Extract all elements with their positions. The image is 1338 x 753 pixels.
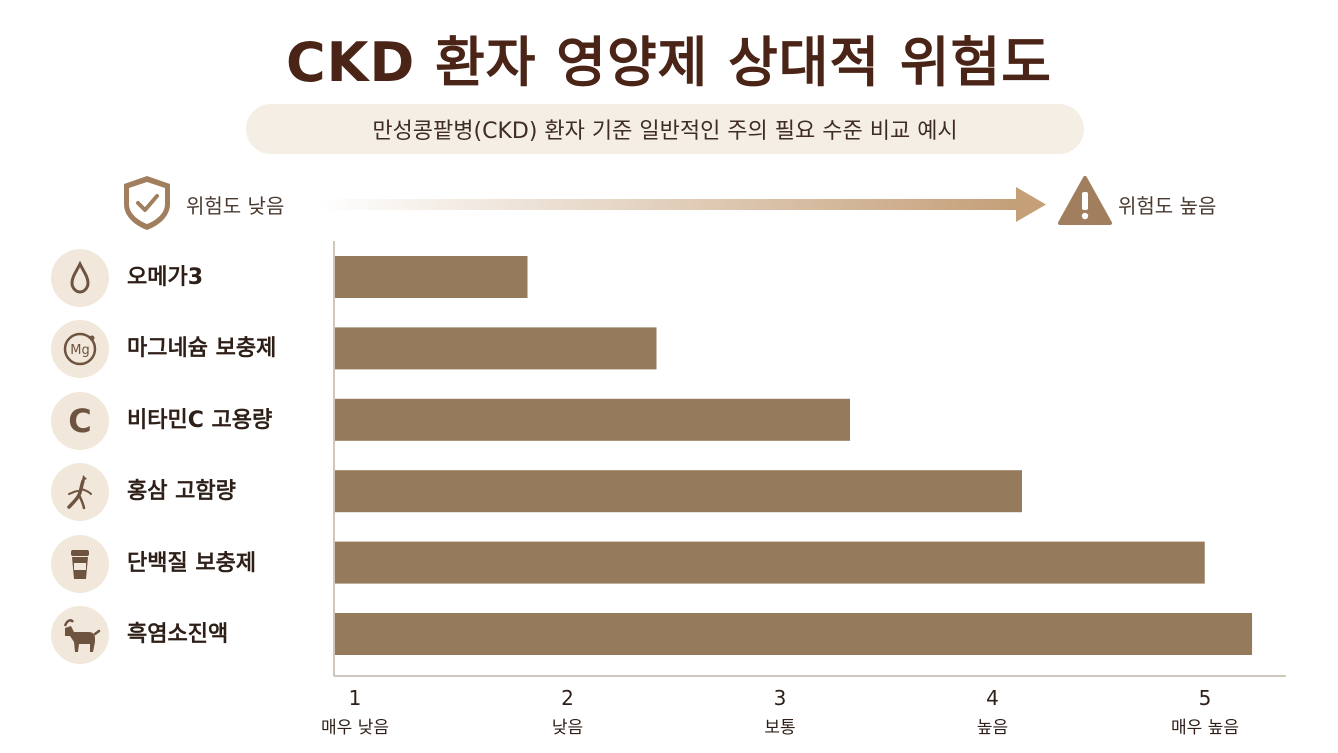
x-tick-number-5: 5 bbox=[1199, 686, 1212, 710]
x-tick-label-5: 매우 높음 bbox=[1171, 718, 1239, 738]
x-tick-number-4: 4 bbox=[986, 686, 999, 710]
category-label-protein: 단백질 보충제 bbox=[127, 551, 257, 576]
bar-3 bbox=[335, 398, 850, 441]
x-tick-label-1: 매우 낮음 bbox=[321, 718, 389, 738]
water-drop-icon bbox=[51, 249, 109, 307]
bar-5 bbox=[335, 541, 1205, 584]
x-tick-number-1: 1 bbox=[349, 686, 362, 710]
warning-triangle-icon bbox=[1058, 176, 1112, 225]
ginseng-root-icon bbox=[51, 463, 109, 521]
goat-icon bbox=[51, 606, 109, 664]
x-tick-label-2: 낮음 bbox=[552, 718, 583, 738]
magnesium-icon: Mg bbox=[51, 320, 109, 378]
chart-title: CKD 환자 영양제 상대적 위험도 bbox=[286, 31, 1052, 94]
x-tick-label-4: 높음 bbox=[977, 718, 1008, 738]
category-label-red-ginseng: 홍삼 고함량 bbox=[127, 479, 236, 504]
vitamin-c-icon: C bbox=[51, 392, 109, 450]
x-tick-number-2: 2 bbox=[561, 686, 574, 710]
category-label-black-goat: 흑염소진액 bbox=[127, 622, 229, 647]
bar-4 bbox=[335, 470, 1022, 513]
risk-scale-arrow bbox=[124, 176, 1112, 230]
chart-subtitle: 만성콩팥병(CKD) 환자 기준 일반적인 주의 필요 수준 비교 예시 bbox=[372, 119, 958, 144]
shield-check-icon bbox=[124, 176, 170, 230]
x-tick-label-3: 보통 bbox=[764, 718, 795, 738]
bar-6 bbox=[335, 613, 1253, 655]
bar-1 bbox=[335, 256, 528, 298]
subtitle-pill: 만성콩팥병(CKD) 환자 기준 일반적인 주의 필요 수준 비교 예시 bbox=[246, 104, 1084, 154]
category-label-vitamin-c: 비타민C 고용량 bbox=[127, 408, 273, 433]
x-tick-number-3: 3 bbox=[774, 686, 787, 710]
vitamin-c-icon-text: C bbox=[68, 402, 91, 440]
protein-cup-icon bbox=[51, 535, 109, 593]
bar-2 bbox=[335, 327, 657, 370]
magnesium-icon-text: Mg bbox=[70, 343, 89, 358]
low-risk-label: 위험도 낮음 bbox=[186, 194, 285, 218]
high-risk-label: 위험도 높음 bbox=[1118, 194, 1217, 218]
category-label-omega3: 오메가3 bbox=[127, 265, 204, 290]
category-label-magnesium: 마그네슘 보충제 bbox=[127, 336, 277, 361]
